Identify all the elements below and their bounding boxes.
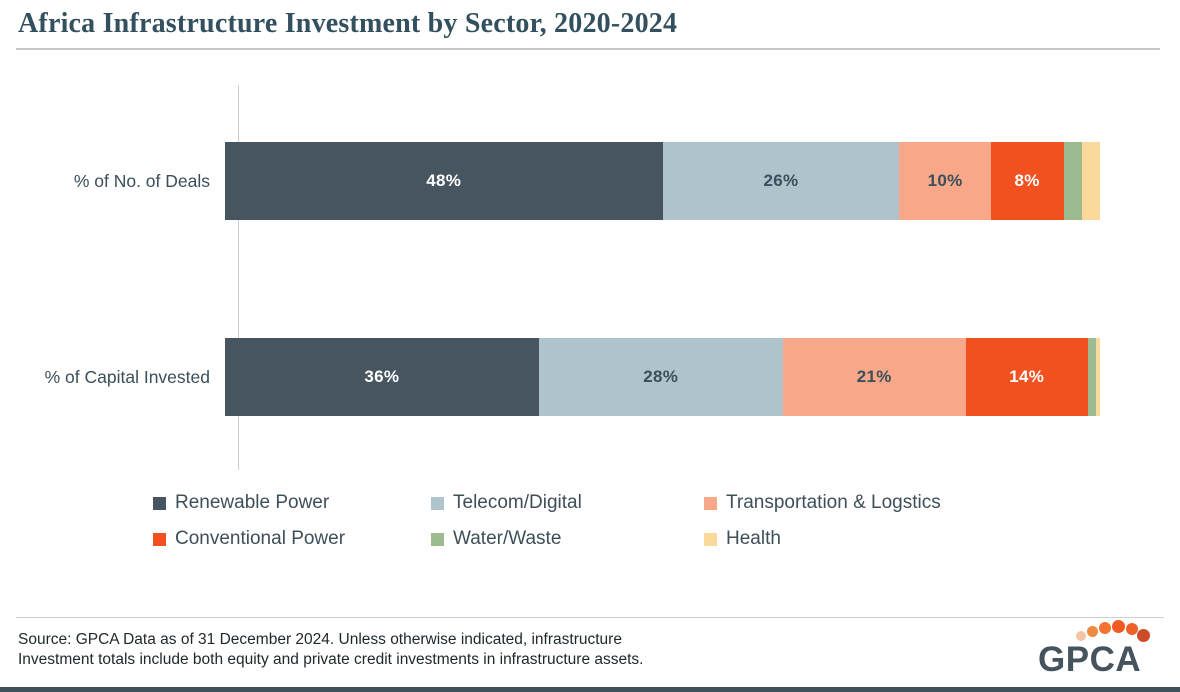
bottom-accent-bar xyxy=(0,687,1180,692)
legend-label: Renewable Power xyxy=(175,492,330,513)
bar-segment-conventional-power: 14% xyxy=(965,338,1088,416)
legend-label: Transportation & Logstics xyxy=(726,492,941,513)
legend-item-water-waste: Water/Waste xyxy=(431,528,704,550)
bar-value-label: 36% xyxy=(364,367,400,386)
bar-segment-telecom-digital: 28% xyxy=(538,338,783,416)
bar-value-label: 26% xyxy=(763,171,799,190)
bar-track: 36% 28% 21% 14% xyxy=(225,338,1100,416)
bar-category-label: % of No. of Deals xyxy=(73,170,210,191)
legend-item-health: Health xyxy=(704,528,941,550)
logo-text: GPCA xyxy=(1038,640,1142,679)
legend-swatch-icon xyxy=(704,496,717,510)
bar-segment-conventional-power: 8% xyxy=(990,142,1064,220)
legend-label: Conventional Power xyxy=(175,528,346,549)
bar-segment-water-waste xyxy=(1087,338,1097,416)
bar-value-label: 8% xyxy=(1014,171,1040,190)
legend-swatch-icon xyxy=(431,496,444,510)
bar-segment-transportation-logstics: 21% xyxy=(782,338,966,416)
legend-swatch-icon xyxy=(431,532,444,546)
legend-label: Health xyxy=(726,528,781,549)
legend-swatch-icon xyxy=(153,496,166,510)
bar-value-label: 28% xyxy=(643,367,679,386)
bar-track: 48% 26% 10% 8% xyxy=(225,142,1100,220)
logo-dot-icon xyxy=(1099,622,1111,634)
source-note-line2: Investment totals include both equity an… xyxy=(18,651,644,668)
bar-segment-transportation-logstics: 10% xyxy=(899,142,991,220)
bar-value-label: 14% xyxy=(1009,367,1045,386)
y-axis-line xyxy=(238,85,239,470)
legend-swatch-icon xyxy=(153,532,166,546)
legend: Renewable Power Telecom/Digital Transpor… xyxy=(153,492,941,550)
bar-segment-health xyxy=(1096,338,1100,416)
legend-item-conventional-power: Conventional Power xyxy=(153,528,431,550)
bar-segment-renewable-power: 36% xyxy=(225,338,539,416)
legend-item-telecom-digital: Telecom/Digital xyxy=(431,492,704,514)
logo-dot-icon xyxy=(1076,631,1086,641)
legend-item-renewable-power: Renewable Power xyxy=(153,492,431,514)
bar-segment-health xyxy=(1081,142,1100,220)
footer-divider xyxy=(16,617,1164,618)
logo-dot-icon xyxy=(1126,623,1138,635)
logo-dot-icon xyxy=(1087,626,1098,637)
source-note-line1: Source: GPCA Data as of 31 December 2024… xyxy=(18,631,622,648)
bar-value-label: 21% xyxy=(856,367,892,386)
bar-segment-water-waste xyxy=(1063,142,1082,220)
logo-dot-icon xyxy=(1137,629,1150,642)
gpca-logo: GPCA xyxy=(1038,620,1168,679)
bar-category-label: % of Capital Invested xyxy=(44,366,210,387)
source-note: Source: GPCA Data as of 31 December 2024… xyxy=(18,630,643,670)
logo-dot-icon xyxy=(1112,620,1125,633)
legend-label: Telecom/Digital xyxy=(453,492,582,513)
bar-segment-telecom-digital: 26% xyxy=(662,142,900,220)
bar-value-label: 48% xyxy=(426,171,462,190)
bar-value-label: 10% xyxy=(927,171,963,190)
chart-title: Africa Infrastructure Investment by Sect… xyxy=(18,8,678,39)
title-underline xyxy=(16,48,1160,50)
bar-row: % of Capital Invested 36% 28% 21% 14% xyxy=(0,338,1100,416)
legend-label: Water/Waste xyxy=(453,528,562,549)
bar-segment-renewable-power: 48% xyxy=(225,142,663,220)
legend-item-transportation-logistics: Transportation & Logstics xyxy=(704,492,941,514)
bar-row: % of No. of Deals 48% 26% 10% 8% xyxy=(0,142,1100,220)
legend-swatch-icon xyxy=(704,532,717,546)
